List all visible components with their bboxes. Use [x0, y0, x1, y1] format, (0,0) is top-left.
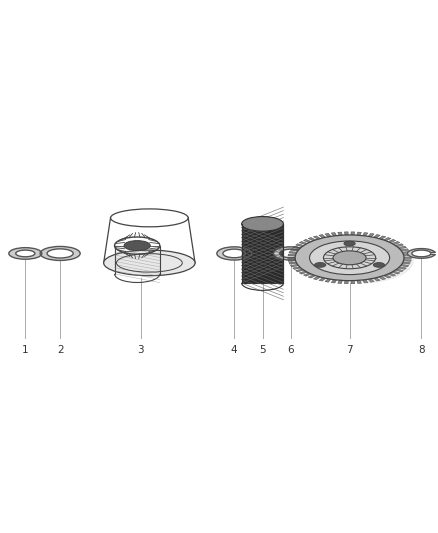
PathPatch shape — [217, 247, 252, 260]
Text: 4: 4 — [231, 345, 237, 355]
Polygon shape — [338, 232, 343, 236]
Polygon shape — [289, 252, 297, 254]
PathPatch shape — [40, 246, 80, 261]
Polygon shape — [401, 249, 409, 251]
Ellipse shape — [344, 241, 355, 246]
Text: 3: 3 — [138, 345, 144, 355]
Polygon shape — [401, 264, 409, 267]
Polygon shape — [351, 232, 355, 235]
Ellipse shape — [310, 241, 390, 274]
Polygon shape — [388, 273, 396, 276]
Text: 5: 5 — [259, 345, 266, 355]
Polygon shape — [288, 254, 296, 256]
Polygon shape — [325, 233, 331, 237]
Polygon shape — [357, 280, 361, 284]
Polygon shape — [331, 280, 336, 283]
PathPatch shape — [407, 248, 435, 259]
Ellipse shape — [373, 263, 385, 268]
Polygon shape — [308, 275, 316, 278]
Polygon shape — [288, 260, 296, 261]
Polygon shape — [379, 236, 386, 239]
Polygon shape — [384, 238, 391, 241]
Polygon shape — [338, 280, 343, 284]
Polygon shape — [296, 244, 304, 247]
Text: 2: 2 — [57, 345, 64, 355]
Polygon shape — [403, 252, 410, 254]
Polygon shape — [357, 232, 361, 236]
Polygon shape — [392, 271, 400, 274]
Polygon shape — [290, 249, 299, 251]
Polygon shape — [368, 233, 374, 237]
Ellipse shape — [124, 240, 150, 251]
Polygon shape — [351, 280, 355, 284]
Polygon shape — [299, 241, 307, 245]
Text: 1: 1 — [22, 345, 28, 355]
Polygon shape — [293, 246, 301, 249]
Polygon shape — [308, 238, 316, 241]
Polygon shape — [392, 241, 400, 245]
Polygon shape — [404, 257, 411, 259]
Polygon shape — [403, 254, 411, 256]
Polygon shape — [374, 278, 380, 281]
Polygon shape — [289, 262, 297, 264]
Polygon shape — [374, 235, 380, 238]
PathPatch shape — [9, 248, 42, 259]
Polygon shape — [319, 235, 325, 238]
Text: 8: 8 — [418, 345, 425, 355]
Text: 7: 7 — [346, 345, 353, 355]
Text: 6: 6 — [287, 345, 294, 355]
Polygon shape — [299, 271, 307, 274]
PathPatch shape — [273, 247, 308, 260]
Polygon shape — [398, 267, 406, 269]
Polygon shape — [293, 267, 301, 269]
Ellipse shape — [104, 250, 195, 276]
Polygon shape — [331, 232, 336, 236]
Polygon shape — [403, 260, 411, 261]
Polygon shape — [313, 236, 320, 239]
Polygon shape — [290, 264, 299, 267]
Polygon shape — [388, 239, 396, 243]
Polygon shape — [344, 280, 348, 284]
Ellipse shape — [333, 251, 366, 265]
Polygon shape — [344, 232, 348, 235]
Polygon shape — [288, 257, 295, 259]
Polygon shape — [319, 278, 325, 281]
Polygon shape — [242, 224, 283, 283]
Polygon shape — [403, 262, 410, 264]
Polygon shape — [325, 279, 331, 282]
Ellipse shape — [242, 216, 283, 231]
Polygon shape — [398, 246, 406, 249]
Polygon shape — [384, 275, 391, 278]
Polygon shape — [304, 239, 311, 243]
Polygon shape — [363, 232, 368, 236]
Ellipse shape — [295, 235, 404, 281]
Polygon shape — [368, 279, 374, 282]
Polygon shape — [396, 244, 403, 247]
Polygon shape — [296, 269, 304, 272]
Ellipse shape — [314, 263, 326, 268]
Polygon shape — [396, 269, 403, 272]
Polygon shape — [304, 273, 311, 276]
Polygon shape — [379, 276, 386, 280]
Polygon shape — [363, 280, 368, 283]
Polygon shape — [313, 276, 320, 280]
